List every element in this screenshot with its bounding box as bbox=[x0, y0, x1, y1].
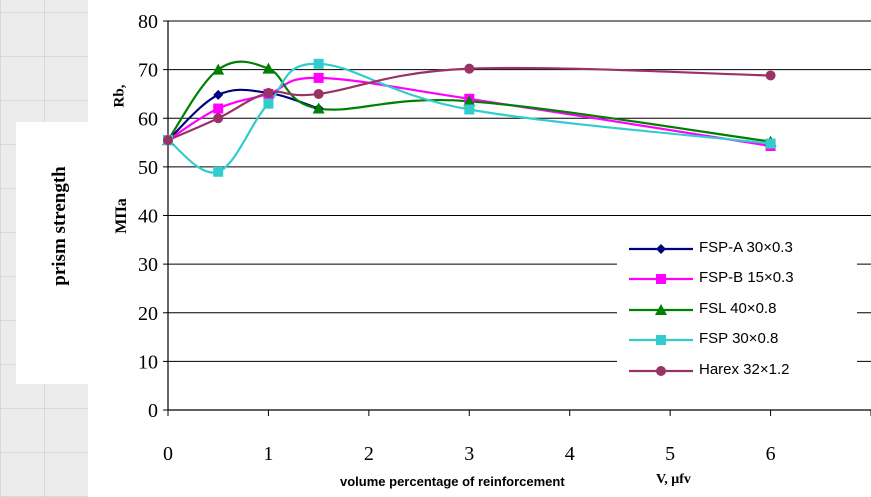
series-lines bbox=[167, 60, 771, 174]
x-tick-label: 5 bbox=[665, 443, 675, 465]
data-point-series-2 bbox=[312, 102, 325, 114]
x-tick-label: 4 bbox=[565, 443, 575, 465]
y-label-box bbox=[16, 122, 128, 384]
y-axis-label: prism strength bbox=[49, 166, 70, 286]
data-point-series-4 bbox=[464, 63, 475, 74]
data-point-series-4 bbox=[213, 113, 224, 124]
data-point-series-1 bbox=[313, 72, 324, 83]
legend-item-fsl: FSL 40×0.8 bbox=[617, 299, 857, 321]
tick-labels: 0 10 20 30 40 50 60 70 80 0 1 2 3 4 5 6 bbox=[138, 11, 776, 465]
legend-swatch-harex bbox=[629, 366, 693, 376]
legend-swatch-fsp bbox=[629, 335, 693, 345]
legend-item-fsp: FSP 30×0.8 bbox=[617, 329, 857, 351]
data-point-series-4 bbox=[263, 87, 274, 98]
x-tick-label: 3 bbox=[464, 443, 474, 465]
data-point-series-4 bbox=[163, 135, 173, 146]
x-tick-label: 6 bbox=[766, 443, 776, 465]
data-point-series-0 bbox=[213, 89, 224, 100]
legend-label: FSP 30×0.8 bbox=[699, 330, 779, 347]
x-axis-label: volume percentage of reinforcement bbox=[340, 474, 565, 489]
data-point-series-4 bbox=[313, 88, 324, 99]
data-point-series-2 bbox=[262, 62, 275, 74]
y-tick-label: 10 bbox=[138, 351, 158, 373]
x-axis-symbol: V, μfv bbox=[656, 472, 691, 487]
legend-marker bbox=[655, 304, 667, 315]
data-point-series-3 bbox=[213, 166, 224, 177]
legend-swatch-fsp-b bbox=[629, 274, 693, 284]
legend-swatch-fsp-a bbox=[629, 244, 693, 254]
x-tick-label: 0 bbox=[163, 443, 173, 465]
y-tick-label: 80 bbox=[138, 11, 158, 33]
legend-label: Harex 32×1.2 bbox=[699, 361, 790, 378]
y-tick-label: 70 bbox=[138, 60, 158, 82]
legend-marker bbox=[656, 366, 666, 376]
data-point-series-3 bbox=[313, 58, 324, 69]
legend-label: FSL 40×0.8 bbox=[699, 300, 777, 317]
y-tick-label: 30 bbox=[138, 254, 158, 276]
legend-label: FSP-B 15×0.3 bbox=[699, 269, 794, 286]
legend-item-fsp-a: FSP-A 30×0.3 bbox=[617, 238, 857, 260]
axes bbox=[163, 20, 871, 416]
x-tick-label: 1 bbox=[263, 443, 273, 465]
legend-marker bbox=[656, 335, 666, 345]
legend-marker bbox=[656, 274, 666, 284]
y-axis-unit: MПa bbox=[113, 198, 130, 234]
data-point-series-1 bbox=[213, 103, 224, 114]
series-line-0 bbox=[167, 88, 319, 141]
y-tick-label: 60 bbox=[138, 108, 158, 130]
data-point-series-3 bbox=[765, 138, 776, 149]
data-point-series-2 bbox=[212, 63, 225, 75]
chart-legend: FSP-A 30×0.3 FSP-B 15×0.3 FSL 40×0.8 FSP… bbox=[617, 238, 857, 398]
x-tick-label: 2 bbox=[364, 443, 374, 465]
data-point-series-2 bbox=[463, 95, 476, 107]
y-tick-label: 0 bbox=[148, 400, 158, 422]
legend-item-harex: Harex 32×1.2 bbox=[617, 360, 857, 382]
data-point-series-4 bbox=[765, 70, 776, 81]
y-tick-label: 50 bbox=[138, 157, 158, 179]
data-point-series-3 bbox=[464, 104, 475, 115]
legend-swatch-fsl bbox=[629, 304, 693, 315]
legend-item-fsp-b: FSP-B 15×0.3 bbox=[617, 268, 857, 290]
y-axis-symbol: Rb, bbox=[111, 84, 128, 108]
series-markers bbox=[162, 58, 777, 177]
y-tick-label: 40 bbox=[138, 206, 158, 228]
y-tick-label: 20 bbox=[138, 303, 158, 325]
legend-marker bbox=[656, 244, 666, 254]
data-point-series-3 bbox=[263, 98, 274, 109]
legend-label: FSP-A 30×0.3 bbox=[699, 239, 793, 256]
